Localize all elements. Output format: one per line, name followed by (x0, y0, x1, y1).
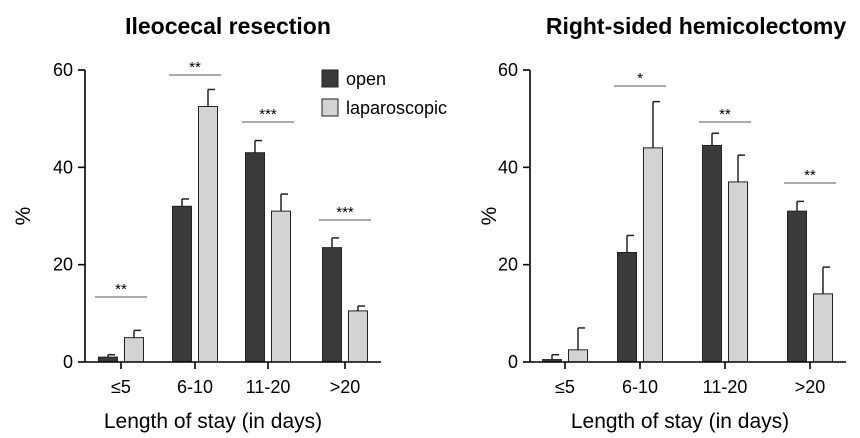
y-tick-label: 20 (498, 255, 518, 275)
x-tick-label: ≤5 (555, 377, 575, 397)
bar-laparoscopic (198, 106, 218, 363)
x-tick-label: 11-20 (703, 377, 748, 397)
bar-open (702, 144, 722, 363)
chart-1: Right-sided hemicolectomy% Length of stay… (478, 13, 846, 433)
legend-label-open: open (346, 69, 386, 89)
bar-laparoscopic (568, 349, 588, 363)
bar-open (787, 210, 807, 363)
bar-open (245, 152, 265, 363)
legend: open laparoscopic (321, 69, 447, 118)
chart-title: Right-sided hemicolectomy (546, 13, 847, 39)
y-axis-label: % (12, 207, 35, 226)
x-axis-label: Length of stay (in days) (104, 410, 322, 433)
bar-open (322, 247, 342, 363)
significance-label: *** (259, 106, 277, 123)
bar-open (617, 252, 637, 363)
bar-open (172, 205, 192, 363)
significance-label: ** (189, 59, 201, 76)
legend-label-laparoscopic: laparoscopic (346, 98, 447, 118)
chart-title: Ileocecal resection (125, 13, 331, 39)
y-tick-label: 60 (53, 60, 73, 80)
x-tick-label: 11-20 (246, 377, 291, 397)
significance-label: ** (719, 106, 731, 123)
significance-label: * (637, 70, 643, 87)
legend-swatch-laparoscopic (321, 98, 339, 117)
y-tick-label: 40 (53, 157, 73, 177)
significance-label: ** (804, 167, 816, 184)
x-tick-label: ≤5 (111, 377, 131, 397)
bar-laparoscopic (124, 337, 144, 363)
bar-laparoscopic (348, 310, 368, 363)
bar-laparoscopic (813, 293, 833, 363)
x-tick-label: 6-10 (622, 377, 658, 397)
y-tick-label: 40 (498, 157, 518, 177)
y-tick-label: 60 (498, 60, 518, 80)
x-tick-label: 6-10 (177, 377, 213, 397)
y-tick-label: 0 (63, 352, 73, 372)
legend-swatch-open (321, 69, 339, 88)
significance-label: ** (115, 281, 127, 298)
x-axis-label: Length of stay (in days) (571, 410, 789, 433)
bar-laparoscopic (643, 147, 663, 363)
x-tick-label: >20 (330, 377, 361, 397)
bar-laparoscopic (271, 210, 291, 363)
bar-laparoscopic (728, 181, 748, 363)
significance-label: *** (336, 204, 354, 221)
y-axis-label: % (478, 207, 501, 226)
x-tick-label: >20 (795, 377, 826, 397)
y-tick-label: 20 (53, 255, 73, 275)
chart-0: Ileocecal resection% Length of stay (in d… (12, 13, 447, 433)
y-tick-label: 0 (508, 352, 518, 372)
